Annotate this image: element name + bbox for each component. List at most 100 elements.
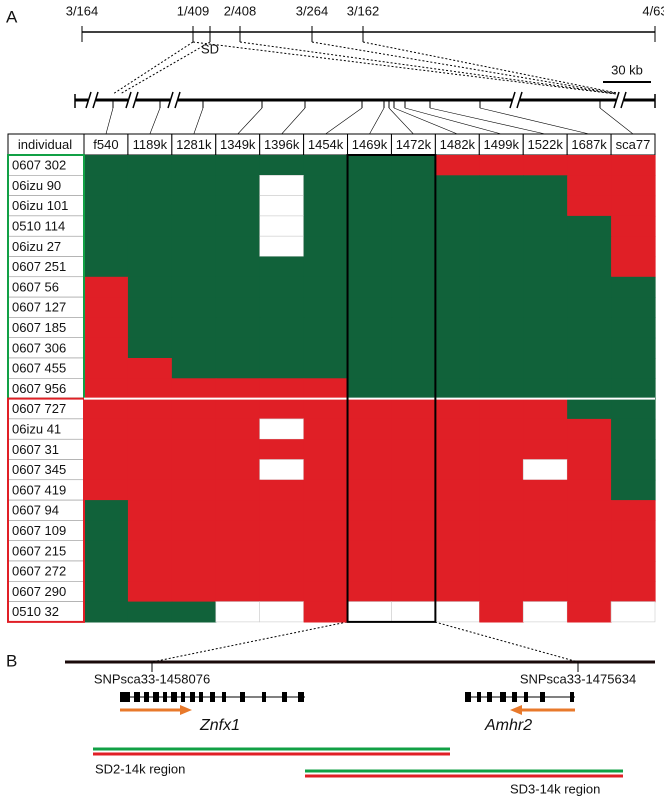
genotype-cell bbox=[259, 500, 305, 521]
break-mark bbox=[92, 91, 99, 109]
genotype-cell bbox=[391, 256, 436, 278]
snp-label: SNPsca33-1475634 bbox=[520, 671, 636, 686]
genotype-cell bbox=[435, 561, 480, 582]
genotype-cell bbox=[259, 418, 304, 440]
break-mark bbox=[620, 91, 627, 109]
snp-label: SNPsca33-1458076 bbox=[94, 671, 210, 686]
exon bbox=[282, 692, 287, 702]
marker-link bbox=[237, 107, 263, 135]
individual-label: 0607 94 bbox=[12, 503, 59, 518]
genotype-cell bbox=[259, 459, 304, 481]
exon bbox=[487, 692, 492, 702]
genotype-cell bbox=[347, 378, 393, 400]
marker-link bbox=[369, 107, 385, 135]
genotype-cell bbox=[303, 398, 349, 420]
genotype-cell bbox=[259, 540, 305, 562]
genotype-cell bbox=[215, 317, 261, 339]
zoom-line bbox=[239, 41, 619, 95]
gene-arrow-head bbox=[180, 705, 192, 715]
genotype-cell bbox=[611, 155, 656, 176]
genotype-cell bbox=[347, 337, 393, 359]
genotype-cell bbox=[347, 459, 393, 481]
break-mark bbox=[125, 91, 132, 109]
zoom-line bbox=[112, 41, 194, 95]
region-label: SD2-14k region bbox=[95, 761, 185, 776]
genotype-cell bbox=[127, 297, 173, 318]
panel-b-static: B SNPsca33-1458076 SNPsca33-1475634 Znfx… bbox=[6, 621, 655, 796]
genotype-cell bbox=[215, 500, 261, 521]
marker-label: 1281k bbox=[176, 137, 212, 152]
marker-link bbox=[479, 107, 590, 135]
genotype-cell bbox=[127, 175, 173, 197]
genotype-cell bbox=[347, 276, 393, 298]
exon bbox=[144, 692, 149, 702]
genotype-cell bbox=[347, 479, 393, 501]
break-mark bbox=[509, 91, 516, 109]
marker-label: 1349k bbox=[220, 137, 256, 152]
genotype-cell bbox=[567, 337, 612, 359]
genotype-cell bbox=[303, 276, 349, 298]
genotype-cell bbox=[215, 459, 261, 481]
genotype-cell bbox=[479, 459, 524, 481]
genotype-cell bbox=[347, 520, 393, 542]
group-box bbox=[7, 397, 85, 623]
genotype-cell bbox=[523, 297, 568, 318]
genotype-cell bbox=[215, 479, 261, 501]
genotype-cell bbox=[171, 317, 217, 339]
genotype-cell bbox=[611, 175, 656, 197]
genotype-cell bbox=[303, 418, 349, 440]
individual-label: 0607 302 bbox=[12, 158, 66, 173]
exon bbox=[500, 692, 506, 702]
genotype-cell bbox=[127, 398, 173, 420]
genotype-cell bbox=[347, 540, 393, 562]
genotype-cell bbox=[435, 520, 480, 542]
break-mark bbox=[167, 91, 174, 109]
genotype-cell bbox=[347, 358, 393, 379]
genotype-cell bbox=[611, 439, 656, 461]
marker-link bbox=[393, 107, 458, 135]
genotype-cell bbox=[523, 236, 568, 258]
genotype-cell bbox=[215, 439, 261, 461]
genotype-cell bbox=[347, 297, 393, 318]
genotype-cell bbox=[171, 297, 217, 318]
genotype-cell bbox=[347, 155, 393, 176]
marker-link bbox=[599, 107, 634, 135]
genotype-cell bbox=[171, 500, 217, 521]
genotype-cell bbox=[479, 520, 524, 542]
genotype-cell bbox=[347, 500, 393, 521]
genotype-cell bbox=[347, 418, 393, 440]
gene-label: Znfx1 bbox=[199, 717, 240, 734]
genotype-cell bbox=[347, 175, 393, 197]
genotype-cell bbox=[435, 297, 480, 318]
genotype-cell bbox=[391, 581, 436, 603]
genotype-cell bbox=[523, 439, 568, 461]
genotype-cell bbox=[171, 236, 217, 258]
genotype-cell bbox=[391, 418, 436, 440]
genotype-cell bbox=[611, 297, 656, 318]
genotype-cell bbox=[215, 378, 261, 400]
exon bbox=[222, 692, 226, 702]
genotype-cell bbox=[523, 276, 568, 298]
genotype-cell bbox=[567, 378, 612, 400]
genotype-cell bbox=[391, 378, 436, 400]
sd-label: SD bbox=[201, 41, 219, 56]
genotype-cell bbox=[567, 601, 612, 623]
individual-label: 0607 290 bbox=[12, 584, 66, 599]
genotype-cell bbox=[84, 317, 129, 339]
genotype-cell bbox=[435, 337, 480, 359]
genotype-cell bbox=[523, 378, 568, 400]
genotype-cell bbox=[84, 520, 129, 542]
genotype-cell bbox=[259, 256, 305, 278]
genotype-cell bbox=[215, 561, 261, 582]
genotype-cell bbox=[567, 215, 612, 237]
genotype-cell bbox=[127, 155, 173, 176]
genotype-cell bbox=[523, 195, 568, 217]
genotype-cell bbox=[523, 256, 568, 278]
track-label: 3/162 bbox=[347, 3, 380, 18]
genotype-cell bbox=[391, 155, 436, 176]
genotype-cell bbox=[303, 540, 349, 562]
genotype-cell bbox=[523, 155, 568, 176]
individual-label: 06izu 27 bbox=[12, 239, 61, 254]
zoom-line bbox=[192, 41, 617, 95]
